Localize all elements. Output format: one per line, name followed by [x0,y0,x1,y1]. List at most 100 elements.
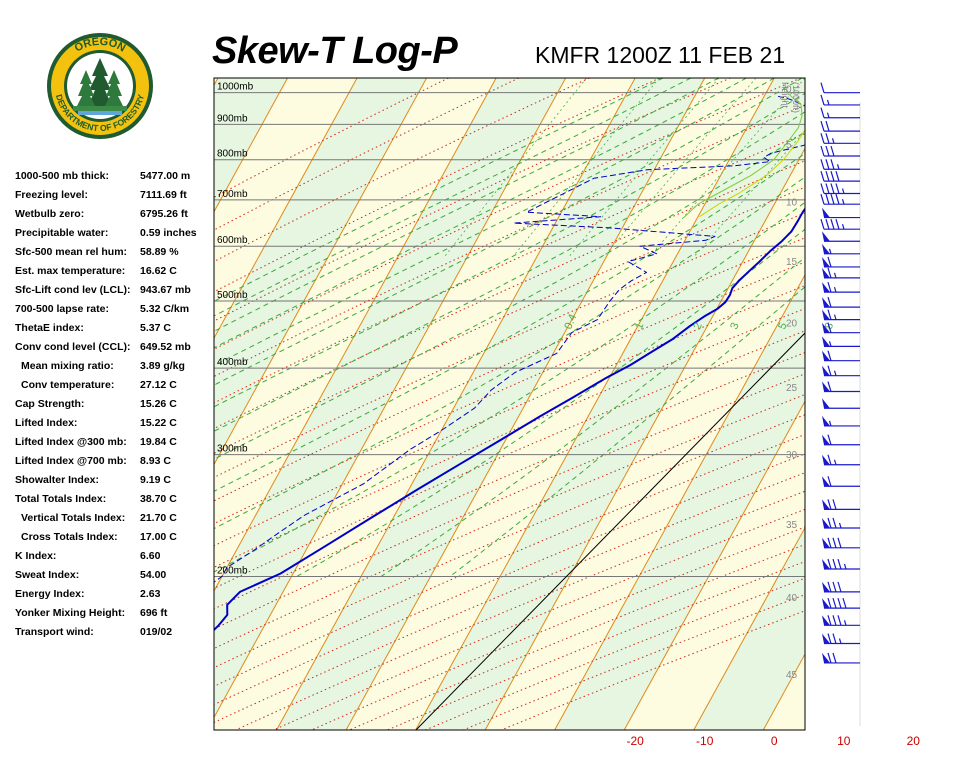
moist-adiabat [214,92,805,408]
wind-barb-pennant [822,517,830,528]
index-row: Sfc-500 mean rel hum: 58.89 % [15,242,215,261]
mixing-ratio-label: 5 [776,321,789,331]
index-row: Lifted Index @700 mb: 8.93 C [15,451,215,470]
isotherm-band [214,78,218,86]
isotherm-line [415,78,775,730]
isotherm-band [214,78,636,730]
index-label: 700-500 lapse rate: [15,303,109,315]
index-value: 2.63 [140,588,161,600]
isotherm-line [0,78,148,730]
index-value: 54.00 [140,569,167,581]
wind-barb [820,170,860,182]
isotherm-line [0,78,79,730]
wind-barb-pennant [822,267,830,278]
height-axis-title: Height [780,82,790,109]
wind-barb [822,231,860,242]
wind-barb-flag [825,219,830,230]
plot-area [0,78,805,730]
pressure-tick-label: 700mb [217,189,248,200]
wind-barb-flag [832,615,837,626]
wind-barb [820,133,860,144]
wind-barb-flag [827,615,832,626]
wind-barb-half [833,286,837,293]
wind-barb-flag [820,107,825,118]
mixing-ratio-label: 0.4 [562,312,579,331]
mixing-ratio-label: 2 [691,321,704,331]
index-value: 6.60 [140,550,161,562]
wind-barb-half [828,248,832,254]
wind-barb [822,296,860,308]
chart-title: Skew-T Log-P [212,30,458,72]
index-row: Freezing level: 7111.69 ft [15,185,215,204]
wind-barb [822,336,860,347]
index-value: 696 ft [140,607,168,619]
wind-barb-pennant [822,499,830,510]
index-label: Est. max temperature: [15,265,126,277]
wind-barb-pennant [822,381,830,392]
pressure-tick-label: 200mb [217,565,248,576]
index-value: 16.62 C [140,265,177,277]
wind-barb-flag [820,82,825,93]
mixing-ratio-line [568,78,720,257]
wind-barb [822,476,860,487]
isotherm-line [623,400,805,730]
index-value: 21.70 C [140,512,177,524]
wind-barb-half [828,341,832,347]
index-value: 943.67 mb [140,284,191,296]
index-row: 700-500 lapse rate: 5.32 C/km [15,299,215,318]
wind-barb [822,281,860,293]
index-label: Cap Strength: [15,398,85,410]
index-row: K Index: 6.60 [15,546,215,565]
wind-barb-pennant [822,350,830,361]
wind-barb-flag [835,170,840,182]
wind-barb-pennant [822,615,830,626]
wind-barb-flag [830,159,835,170]
wind-barb-pennant [822,476,830,487]
wind-barb-flag [825,120,830,132]
wind-barb-half [841,199,845,205]
index-value: 019/02 [140,626,173,638]
wind-barb-half [836,164,840,170]
plot-border [213,77,806,731]
index-value: 8.93 C [140,455,171,467]
wind-barb-pennant [822,581,830,592]
logo-trees [73,58,127,115]
mixing-ratio-line [649,78,805,257]
wind-barb-flag [827,281,832,293]
wind-barb-flag [825,145,830,157]
index-row: Lifted Index @300 mb: 19.84 C [15,432,215,451]
isotherm-line [554,273,805,730]
moist-adiabat [214,176,805,530]
wind-barb-flag [835,194,840,205]
index-label: Vertical Totals Index: [21,512,126,524]
wind-barb-flag [820,170,825,182]
temperature-tick-label: -10 [696,734,714,748]
wind-barb [822,517,860,529]
wind-barb-pennant [822,537,830,548]
dry-adiabat [214,78,661,293]
oregon-forestry-logo: OREGON DEPARTMENT OF FORESTRY [47,33,153,139]
index-label: Lifted Index: [15,417,78,429]
wind-barb-flag [825,133,830,144]
wind-barb [822,581,860,593]
wind-barb-flag [835,183,840,194]
height-tick-label: 40 [786,593,798,604]
isotherm-band [0,78,148,730]
isotherm-line [214,78,497,592]
wind-barb [822,434,860,446]
wind-barb-half [833,272,837,279]
wind-barb-flag [827,499,832,510]
wind-barb-half [826,112,830,118]
dry-adiabat [214,78,802,350]
pressure-tick-label: 500mb [217,290,248,301]
wind-barb-half [841,188,845,194]
wind-barb-pennant [822,398,830,409]
wind-barb [820,120,860,132]
wind-barb-flag [832,633,837,644]
wind-barb-half [826,99,830,106]
mixing-ratio-line [512,78,660,257]
pressure-tick-label: 800mb [217,149,248,160]
wind-barb [822,499,860,510]
isotherm-band [276,78,705,730]
wind-barb [820,159,860,170]
